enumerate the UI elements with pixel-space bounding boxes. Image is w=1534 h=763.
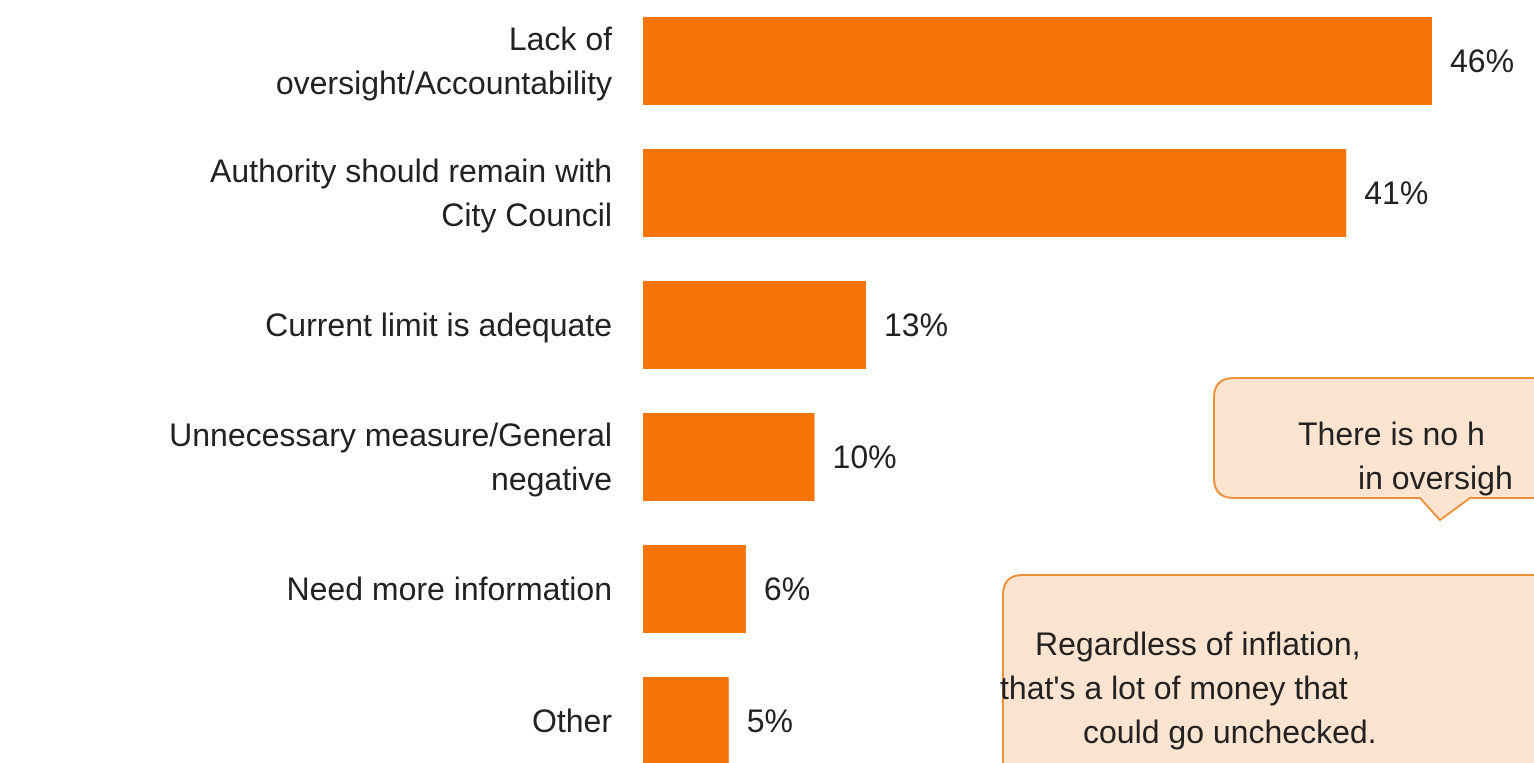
category-label: Authority should remain with City Counci…: [210, 153, 612, 233]
callout-box: [1213, 377, 1534, 522]
annotation-text: that's a lot of money that: [1000, 670, 1348, 706]
annotation-text: There is no h: [1298, 416, 1485, 452]
bar: [643, 413, 815, 501]
bar: [643, 545, 746, 633]
bar: [643, 281, 866, 369]
category-label: Current limit is adequate: [265, 307, 612, 343]
category-label: Lack of oversight/Accountability: [275, 21, 612, 101]
bar: [643, 17, 1432, 105]
value-label: 46%: [1450, 43, 1515, 79]
bar: [643, 149, 1347, 237]
callout-box: [1002, 574, 1534, 763]
value-label: 6%: [763, 571, 811, 607]
annotation-text: Regardless of inflation,: [1035, 626, 1361, 662]
category-label: Unnecessary measure/General negative: [169, 417, 612, 497]
annotation-text: in oversigh: [1358, 460, 1513, 496]
category-label: Other: [531, 703, 612, 739]
value-label: 41%: [1364, 175, 1429, 211]
category-label: Need more information: [286, 571, 612, 607]
bar: [643, 677, 729, 763]
value-label: 5%: [746, 703, 793, 739]
annotation-text: could go unchecked.: [1083, 714, 1377, 750]
value-label: 10%: [832, 439, 897, 475]
value-label: 13%: [883, 307, 949, 343]
